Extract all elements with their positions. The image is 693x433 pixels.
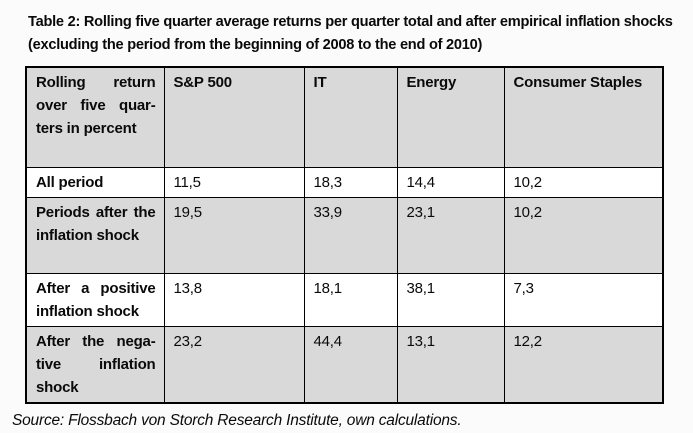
row-label-negative-shock: After the nega-tive inflation shock bbox=[25, 325, 165, 403]
table-row-all-period: All period 11,5 18,3 14,4 10,2 bbox=[25, 166, 664, 198]
cell-value: 11,5 bbox=[163, 166, 305, 198]
cell-value: 18,3 bbox=[303, 166, 398, 198]
table-row-negative-shock: After the nega-tive inflation shock 23,2… bbox=[25, 325, 664, 403]
cell-value: 23,1 bbox=[396, 196, 505, 274]
cell-value: 38,1 bbox=[396, 272, 505, 327]
cell-value: 33,9 bbox=[303, 196, 398, 274]
source-note: Source: Flossbach von Storch Research In… bbox=[12, 411, 462, 429]
cell-value: 10,2 bbox=[503, 166, 664, 198]
cell-value: 13,8 bbox=[163, 272, 305, 327]
cell-value: 18,1 bbox=[303, 272, 398, 327]
row-label-all-period: All period bbox=[25, 166, 165, 198]
column-header-energy: Energy bbox=[396, 66, 505, 168]
corner-header-cell: Rolling return over five quar-ters in pe… bbox=[25, 66, 165, 168]
document-page: Table 2: Rolling five quarter average re… bbox=[0, 11, 693, 433]
cell-value: 14,4 bbox=[396, 166, 505, 198]
table-row-positive-shock: After a positive inflation shock 13,8 18… bbox=[25, 272, 664, 327]
column-header-it: IT bbox=[303, 66, 398, 168]
table-header-row: Rolling return over five quar-ters in pe… bbox=[25, 66, 664, 168]
cell-value: 7,3 bbox=[503, 272, 664, 327]
cell-value: 44,4 bbox=[303, 325, 398, 403]
row-label-periods-after-shock: Periods after the inflation shock bbox=[25, 196, 165, 274]
cell-value: 19,5 bbox=[163, 196, 305, 274]
returns-table: Rolling return over five quar-ters in pe… bbox=[25, 66, 664, 404]
row-label-positive-shock: After a positive inflation shock bbox=[25, 272, 165, 327]
table-caption: Table 2: Rolling five quarter average re… bbox=[28, 14, 673, 53]
column-header-sp500: S&P 500 bbox=[163, 66, 305, 168]
table-row-periods-after-shock: Periods after the inflation shock 19,5 3… bbox=[25, 196, 664, 274]
cell-value: 10,2 bbox=[503, 196, 664, 274]
cell-value: 23,2 bbox=[163, 325, 305, 403]
cell-value: 12,2 bbox=[503, 325, 664, 403]
cell-value: 13,1 bbox=[396, 325, 505, 403]
column-header-consumer-staples: Consumer Staples bbox=[503, 66, 664, 168]
